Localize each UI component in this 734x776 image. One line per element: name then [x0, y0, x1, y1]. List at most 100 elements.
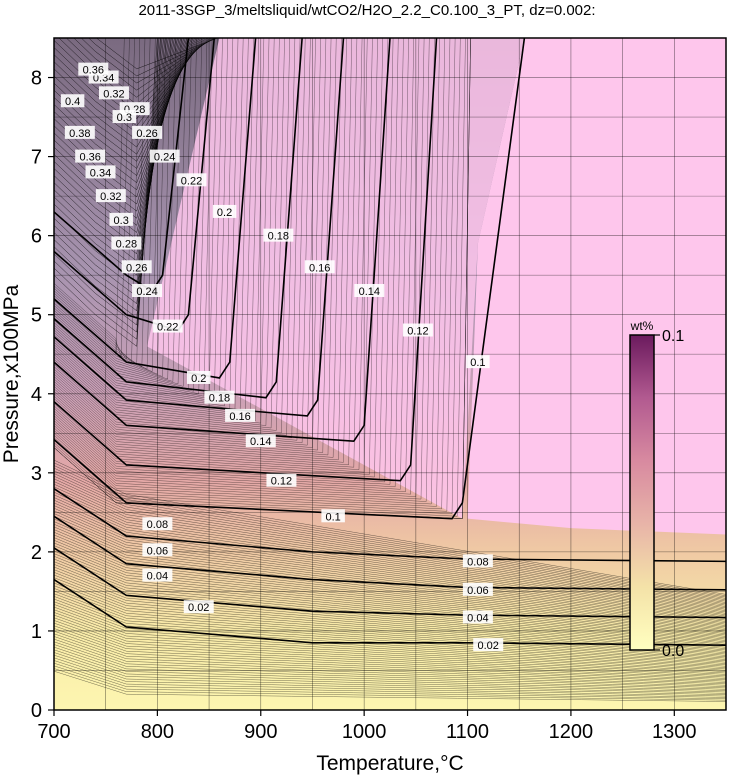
contour-line-thin — [54, 38, 342, 458]
contour-line-thin — [54, 521, 726, 626]
contour-line-thin — [54, 524, 726, 628]
contour-label: 0.02 — [188, 602, 209, 614]
contour-label: 0.22 — [157, 322, 178, 334]
contour-line-thin — [54, 38, 383, 478]
contour-line-thin — [96, 38, 218, 70]
contour-label: 0.22 — [181, 175, 202, 187]
contour-label-bg — [78, 62, 109, 76]
contour-label: 0.32 — [100, 191, 121, 203]
contour-line-thin — [54, 467, 726, 599]
contour-label-bg — [266, 473, 297, 487]
x-tick-label: 1200 — [549, 721, 594, 743]
contour-line-thin — [54, 628, 726, 681]
contour-line-thin — [54, 492, 726, 611]
contour-line-thin — [54, 505, 726, 618]
contour-line-thin — [54, 38, 337, 456]
contour-line-thin — [54, 556, 726, 644]
contour-label-bg — [462, 610, 493, 624]
contour-label-bg — [60, 94, 85, 108]
contour-label: 0.18 — [209, 393, 230, 405]
contour-line-thin — [54, 38, 234, 407]
contour-line-thin — [54, 38, 363, 468]
contour-line-thin — [54, 604, 726, 668]
contour-line-thin — [54, 588, 726, 660]
contour-line-thin — [54, 622, 726, 678]
contour-line-thin — [54, 38, 306, 441]
contour-label-bg — [152, 319, 183, 333]
contour-label: 0.1 — [470, 357, 485, 369]
contour-line-thin — [54, 38, 206, 127]
contour-line-thin — [54, 38, 189, 205]
contour-line-thin — [54, 38, 368, 470]
contour-line-thin — [54, 625, 726, 679]
contour-line-thin — [54, 657, 726, 695]
contour-line-thin — [54, 38, 347, 461]
contour-label: 0.04 — [147, 571, 168, 583]
contour-line-thin — [54, 617, 726, 675]
contour-line-thin — [54, 459, 726, 595]
contour-label: 0.2 — [191, 373, 206, 385]
contour-line-thin — [54, 641, 726, 687]
contour-line-thin — [54, 596, 726, 664]
contour-line-bold — [54, 38, 345, 417]
contour-line-thin — [54, 38, 213, 397]
contour-line-thin — [54, 38, 409, 490]
contour-line-thin — [54, 38, 203, 141]
x-axis-label: Temperature,°C — [316, 752, 463, 775]
contour-line-thin — [54, 38, 321, 448]
x-tick-label: 1300 — [652, 721, 697, 743]
x-tick-label: 900 — [244, 721, 277, 743]
contour-label-bg — [204, 390, 235, 404]
contour-label-bg — [149, 149, 180, 163]
contour-line-thin — [54, 593, 726, 663]
contour-line-thin — [54, 585, 726, 659]
contour-line-thin — [54, 38, 187, 385]
y-axis-label: Pressure,x100MPa — [0, 284, 23, 463]
contour-label-bg — [112, 110, 137, 124]
contour-line-thin — [54, 470, 726, 600]
contour-line-thin — [54, 38, 435, 502]
contour-label-bg — [402, 323, 433, 337]
contour-line-thin — [54, 569, 726, 651]
contour-line-thin — [54, 38, 265, 421]
contour-line-thin — [54, 38, 378, 475]
contour-line-thin — [54, 38, 191, 198]
saturated-region — [467, 38, 726, 535]
contour-line-thin — [54, 38, 420, 495]
contour-label-bg — [75, 149, 106, 163]
contour-label-bg — [142, 568, 173, 582]
contour-line-thin — [54, 561, 726, 647]
contour-label: 0.24 — [154, 152, 175, 164]
y-tick-label: 8 — [31, 68, 42, 90]
plot-frame — [53, 37, 727, 711]
contour-label: 0.12 — [407, 326, 428, 338]
contour-line-bold — [54, 38, 438, 482]
contour-line-thin — [54, 652, 726, 693]
contour-line-thin — [54, 38, 440, 505]
contour-label: 0.24 — [136, 286, 157, 298]
contour-label: 0.2 — [217, 207, 232, 219]
contour-label-bg — [142, 543, 173, 557]
contour-label-bg — [142, 517, 173, 531]
contour-line-thin — [54, 38, 301, 438]
contour-label-bg — [183, 600, 214, 614]
y-tick-label: 5 — [31, 305, 42, 327]
contour-line-thin — [54, 633, 726, 683]
contour-line-thin — [54, 500, 726, 615]
contour-label: 0.04 — [467, 613, 488, 625]
contour-line-thin — [54, 38, 399, 485]
contour-label: 0.36 — [83, 65, 104, 77]
contour-label: 0.38 — [69, 128, 90, 140]
contour-line-thin — [54, 38, 244, 412]
contour-line-thin — [88, 38, 217, 77]
contour-line-thin — [81, 38, 215, 84]
contour-line-thin — [54, 38, 332, 453]
contour-line-thin — [54, 38, 316, 446]
contour-line-thin — [54, 38, 195, 176]
y-tick-label: 6 — [31, 226, 42, 248]
contour-label: 0.06 — [467, 585, 488, 597]
contour-line-thin — [54, 612, 726, 672]
contour-label-bg — [64, 125, 95, 139]
contour-label-bg — [121, 260, 152, 274]
